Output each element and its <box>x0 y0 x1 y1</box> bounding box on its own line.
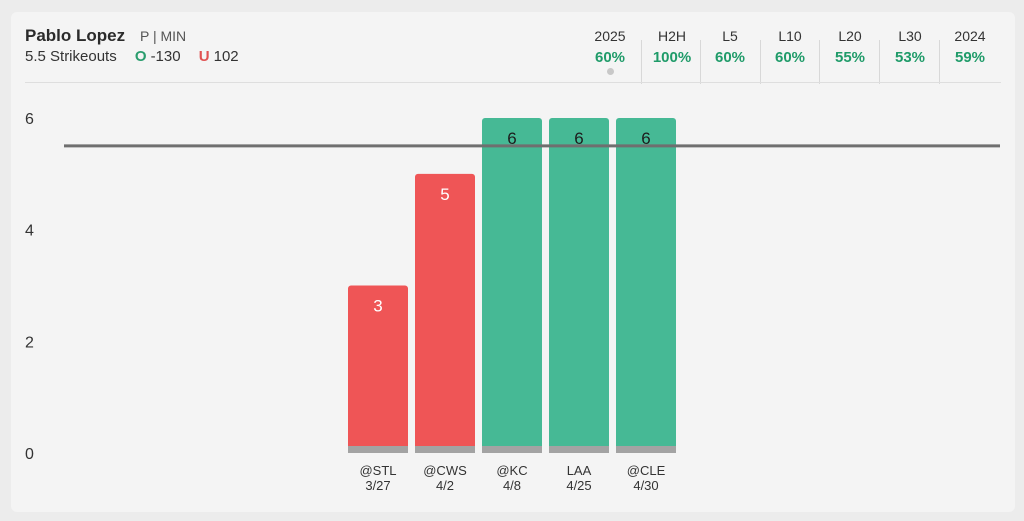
under-odds[interactable]: 102 <box>213 48 239 65</box>
stat-label: L5 <box>722 28 738 44</box>
bar-base <box>482 446 542 453</box>
stat-value: 55% <box>834 49 866 66</box>
stat-value: 100% <box>652 49 692 66</box>
prop-label: 5.5 Strikeouts <box>25 48 117 65</box>
y-tick-label: 6 <box>25 111 34 128</box>
bar-base <box>348 446 408 453</box>
stat-value: 60% <box>774 49 806 66</box>
bar-at-cws[interactable] <box>415 173 475 454</box>
x-tick-date: 4/8 <box>503 478 521 493</box>
header-divider <box>25 82 1001 83</box>
stat-2025[interactable]: 2025 60% <box>580 28 640 66</box>
stat-value: 53% <box>894 49 926 66</box>
player-position-team: P | MIN <box>140 28 187 44</box>
stat-2024[interactable]: 2024 59% <box>940 28 1000 66</box>
x-tick-label: @CLE <box>627 463 666 478</box>
bar-at-cle[interactable] <box>616 118 676 453</box>
bar-base <box>616 446 676 453</box>
over-odds[interactable]: -130 <box>150 48 181 65</box>
bar-laa[interactable] <box>549 118 609 453</box>
x-tick-label: LAA <box>567 463 592 478</box>
stat-l5[interactable]: L5 60% <box>700 28 760 66</box>
hit-rate-stats: 2025 60% H2H 100% L5 60% L10 60% L20 55%… <box>11 28 1015 84</box>
stat-label: L10 <box>778 28 802 44</box>
stat-value: 60% <box>714 49 746 66</box>
bar-value-label: 6 <box>507 129 516 148</box>
stat-label: 2025 <box>594 28 626 44</box>
x-tick-label: @STL <box>359 463 396 478</box>
x-tick-date: 4/30 <box>633 478 658 493</box>
stat-l30[interactable]: L30 53% <box>880 28 940 66</box>
bar-at-stl[interactable] <box>348 285 408 454</box>
bar-value-label: 6 <box>641 129 650 148</box>
x-tick-label: @KC <box>496 463 527 478</box>
stat-divider <box>700 40 701 84</box>
y-tick-label: 0 <box>25 446 34 463</box>
under-label: U <box>198 48 210 65</box>
stat-divider <box>819 40 820 84</box>
stat-label: L20 <box>838 28 862 44</box>
over-label: O <box>134 48 147 65</box>
x-tick-date: 3/27 <box>365 478 390 493</box>
player-name[interactable]: Pablo Lopez <box>25 26 126 45</box>
y-tick-label: 4 <box>25 223 34 240</box>
bar-at-kc[interactable] <box>482 118 542 453</box>
stat-l10[interactable]: L10 60% <box>760 28 820 66</box>
stat-divider <box>879 40 880 84</box>
bar-value-label: 5 <box>440 185 449 204</box>
stat-label: H2H <box>657 28 686 44</box>
stat-h2h[interactable]: H2H 100% <box>642 28 702 66</box>
bar-value-label: 6 <box>574 129 583 148</box>
stat-value: 60% <box>594 49 626 66</box>
stat-divider <box>939 40 940 84</box>
bar-value-label: 3 <box>373 297 382 316</box>
x-tick-date: 4/25 <box>566 478 591 493</box>
stat-l20[interactable]: L20 55% <box>820 28 880 66</box>
stat-label: L30 <box>898 28 922 44</box>
stat-value: 59% <box>954 49 986 66</box>
x-tick-date: 4/2 <box>436 478 454 493</box>
x-tick-label: @CWS <box>423 463 467 478</box>
bar-base <box>415 446 475 453</box>
stat-divider <box>760 40 761 84</box>
stat-label: 2024 <box>954 28 986 44</box>
prop-line: 5.5 Strikeouts O -130 U 102 <box>25 48 239 65</box>
stat-divider <box>641 40 642 84</box>
selected-indicator-dot <box>607 68 614 75</box>
y-tick-label: 2 <box>25 334 34 351</box>
bar-base <box>549 446 609 453</box>
